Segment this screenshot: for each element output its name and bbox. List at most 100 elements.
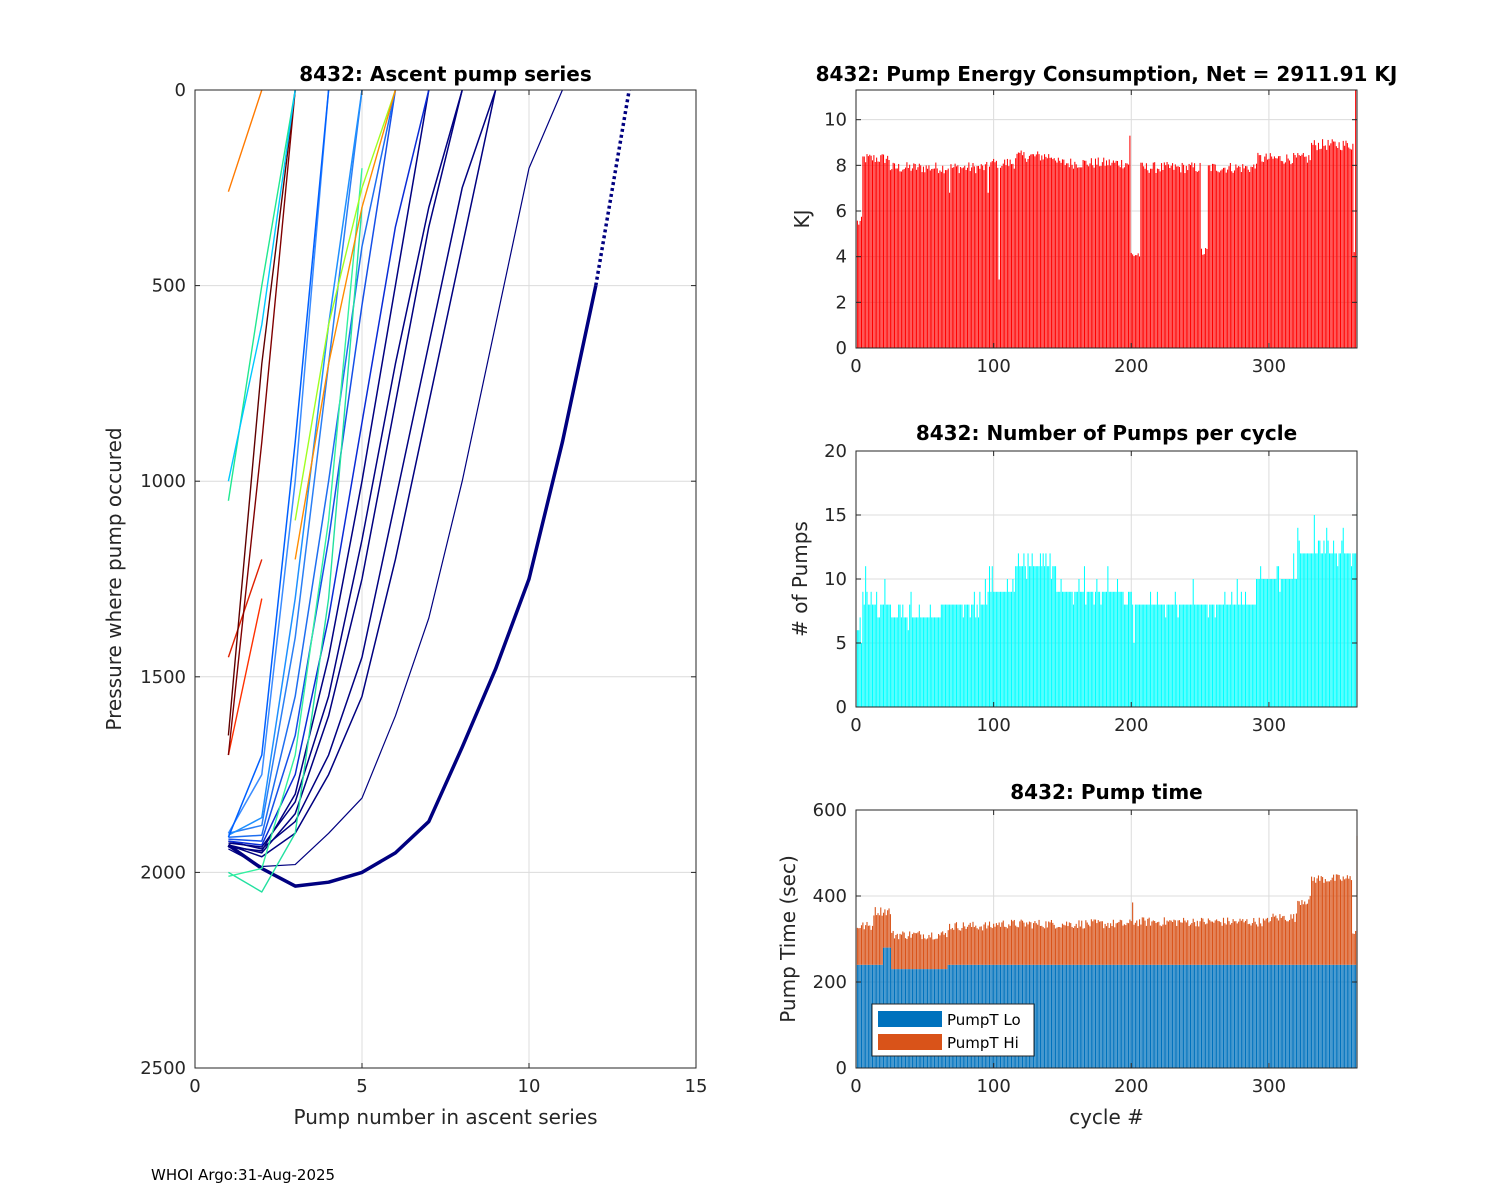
energy-bar <box>1269 153 1271 348</box>
pumptime-hi-bar <box>1326 881 1328 965</box>
pumptime-hi-bar <box>1107 922 1109 965</box>
pumptime-hi-bar <box>1096 923 1098 965</box>
pumptime-hi-bar <box>1067 926 1069 965</box>
energy-bar <box>909 164 911 348</box>
pumptime-hi-bar <box>1228 921 1230 965</box>
pumps-bar <box>1006 579 1008 707</box>
pumptime-hi-bar <box>1205 924 1207 965</box>
pumptime-lo-bar <box>1105 964 1108 1068</box>
pumptime-lo-bar <box>1290 964 1292 1068</box>
pumps-bar <box>1015 566 1017 707</box>
pumptime-lo-bar <box>1071 964 1073 1068</box>
pumptime-lo-bar <box>1319 964 1321 1068</box>
pumptime-hi-bar <box>1291 918 1293 965</box>
pumps-bar <box>1280 579 1282 707</box>
pumptime-lo-bar <box>1112 964 1114 1068</box>
energy-bar <box>1214 164 1216 348</box>
pumptime-hi-bar <box>1156 922 1158 965</box>
pumptime-hi-bar <box>858 928 860 965</box>
pumptime-lo-bar <box>1074 964 1076 1068</box>
pumptime-lo-bar <box>1246 964 1248 1068</box>
pumptime-lo-bar <box>1125 964 1127 1068</box>
pumps-ticks: 0 100 200 300 0 5 10 15 20 <box>824 441 1357 736</box>
pumps-bar <box>993 591 995 707</box>
pumps-bar <box>1260 566 1262 707</box>
energy-bar <box>1224 167 1226 348</box>
energy-bar <box>1207 165 1209 348</box>
energy-bar <box>951 167 953 348</box>
pumps-bar <box>1092 591 1094 707</box>
pumps-bar <box>1302 553 1304 707</box>
pumps-bar <box>1236 579 1238 707</box>
pumptime-hi-bar <box>1209 920 1211 965</box>
pumps-bar <box>1211 604 1213 707</box>
pumps-bar <box>873 604 875 707</box>
energy-bar <box>1059 160 1061 348</box>
ascent-chart: 0 5 10 15 0 500 1000 1500 2000 2500 8432: Ascent … <box>102 62 707 1129</box>
pumps-bar <box>1150 591 1152 707</box>
pumptime-hi-bar <box>1041 925 1043 965</box>
energy-bar <box>1114 162 1116 348</box>
pumptime-lo-bar <box>1136 964 1138 1068</box>
pumps-bar <box>969 617 971 707</box>
pumps-bar <box>927 617 929 707</box>
pumps-bar <box>1284 579 1286 707</box>
energy-bar <box>1236 167 1238 348</box>
pumptime-lo-bar <box>1258 964 1260 1068</box>
ascent-axes-box <box>194 89 697 1069</box>
pumps-bar <box>905 617 907 707</box>
pumps-bar <box>856 630 858 707</box>
pumps-bar <box>883 604 885 707</box>
pumptime-ticks: 0 100 200 300 0 200 400 600 <box>813 800 1357 1097</box>
energy-bar <box>925 165 927 348</box>
energy-bar <box>1039 160 1041 348</box>
pumptime-hi-bar <box>1001 922 1003 965</box>
pumptime-lo-bar <box>1247 964 1249 1068</box>
y-tick-label: 0 <box>836 697 847 718</box>
pumps-bar <box>1297 527 1299 707</box>
pumptime-lo-bar <box>1180 964 1182 1068</box>
energy-bar <box>1167 164 1169 348</box>
pumps-bar <box>961 604 963 707</box>
pumps-bar <box>1200 604 1202 707</box>
pumptime-hi-bar <box>1038 919 1040 965</box>
energy-bar <box>1022 155 1024 348</box>
pumps-bar <box>1078 579 1080 707</box>
energy-bar <box>1083 160 1085 348</box>
pumptime-hi-bar <box>1328 881 1331 965</box>
energy-bar <box>1335 146 1337 348</box>
y-tick-label: 2500 <box>140 1058 186 1079</box>
energy-bar <box>1104 165 1106 348</box>
pumptime-hi-bar <box>1282 916 1284 965</box>
pumps-bar <box>1317 540 1319 707</box>
pumptime-lo-bar <box>1067 964 1069 1068</box>
pumps-bar <box>1257 579 1259 707</box>
pumps-bar <box>1278 566 1280 707</box>
pumptime-hi-bar <box>1166 920 1168 965</box>
energy-bar <box>1300 155 1302 348</box>
pumps-bar <box>1141 604 1143 707</box>
pumps-bar <box>891 617 893 707</box>
pumptime-hi-bar <box>1148 917 1150 965</box>
pumptime-hi-bar <box>1301 900 1303 965</box>
energy-bar <box>1209 165 1211 348</box>
energy-bar <box>1338 142 1340 348</box>
pumptime-lo-bar <box>1205 964 1207 1068</box>
pumps-bar <box>958 604 960 707</box>
pumptime-lo-bar <box>1152 964 1154 1068</box>
pumps-bar <box>1090 591 1092 707</box>
energy-bar <box>1312 144 1314 348</box>
pumptime-lo-bar <box>1338 964 1340 1068</box>
pumptime-hi-bar <box>859 928 861 965</box>
pumptime-lo-bar <box>1063 964 1065 1068</box>
energy-bar <box>950 164 952 348</box>
pumptime-lo-bar <box>1133 964 1135 1068</box>
energy-bar <box>962 167 964 348</box>
ascent-series-red-a <box>227 598 263 756</box>
pumps-bar <box>909 604 911 707</box>
energy-bar <box>1217 171 1219 348</box>
pumptime-lo-bar <box>1273 964 1275 1068</box>
pumptime-lo-bar <box>1078 964 1080 1068</box>
energy-bar <box>928 165 930 348</box>
pumptime-hi-bar <box>865 925 867 965</box>
